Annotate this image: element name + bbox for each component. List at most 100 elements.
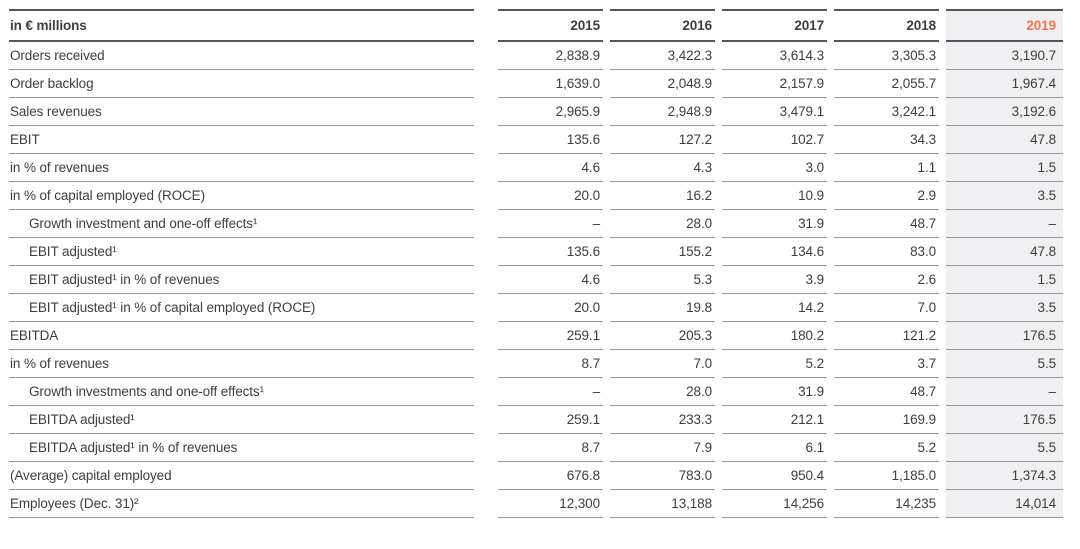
row-label: EBITDA adjusted¹	[9, 406, 474, 434]
row-label: EBIT adjusted¹ in % of capital employed …	[9, 294, 474, 322]
cell-value: 3.7	[834, 350, 939, 378]
cell-value: 48.7	[834, 378, 939, 406]
cell-value: 8.7	[498, 350, 603, 378]
cell-value: 47.8	[946, 126, 1063, 154]
table-row: EBIT adjusted¹ in % of capital employed …	[9, 294, 1063, 322]
cell-value: 3,614.3	[722, 42, 827, 70]
cell-value: 3.5	[946, 294, 1063, 322]
table-row: in % of revenues 8.7 7.0 5.2 3.7 5.5	[9, 350, 1063, 378]
cell-value: 180.2	[722, 322, 827, 350]
cell-value: 16.2	[610, 182, 715, 210]
table-row: Sales revenues 2,965.9 2,948.9 3,479.1 3,242…	[9, 98, 1063, 126]
cell-value: 83.0	[834, 238, 939, 266]
row-label: EBIT adjusted¹	[9, 238, 474, 266]
table-header-row: in € millions 2015 2016 2017 2018 2019	[9, 9, 1063, 42]
cell-value: 5.5	[946, 434, 1063, 462]
table-row: in % of capital employed (ROCE) 20.0 16.2 1…	[9, 182, 1063, 210]
table-row: Growth investments and one-off effects¹ –…	[9, 378, 1063, 406]
cell-value: 1,185.0	[834, 462, 939, 490]
cell-value: 3,422.3	[610, 42, 715, 70]
cell-value: 3,479.1	[722, 98, 827, 126]
cell-value: 135.6	[498, 238, 603, 266]
cell-value: 6.1	[722, 434, 827, 462]
cell-value: 20.0	[498, 182, 603, 210]
cell-value: 1.1	[834, 154, 939, 182]
cell-value: 14.2	[722, 294, 827, 322]
cell-value: 155.2	[610, 238, 715, 266]
cell-value: 8.7	[498, 434, 603, 462]
table-row: EBIT adjusted¹ 135.6 155.2 134.6 83.0 47.8	[9, 238, 1063, 266]
table-row: (Average) capital employed 676.8 783.0 950.…	[9, 462, 1063, 490]
cell-value: 5.2	[834, 434, 939, 462]
cell-value: 10.9	[722, 182, 827, 210]
cell-value: 2,965.9	[498, 98, 603, 126]
row-label: EBIT adjusted¹ in % of revenues	[9, 266, 474, 294]
table-row: Employees (Dec. 31)² 12,300 13,188 14,256 14…	[9, 490, 1063, 518]
cell-value: 176.5	[946, 322, 1063, 350]
cell-value: 19.8	[610, 294, 715, 322]
year-header-2017: 2017	[722, 9, 827, 42]
cell-value: –	[498, 378, 603, 406]
cell-value: 48.7	[834, 210, 939, 238]
cell-value: 102.7	[722, 126, 827, 154]
financial-table: in € millions 2015 2016 2017 2018 2019 Order…	[9, 9, 1063, 518]
unit-label: in € millions	[9, 9, 474, 42]
cell-value: 2,055.7	[834, 70, 939, 98]
cell-value: 13,188	[610, 490, 715, 518]
cell-value: 2.9	[834, 182, 939, 210]
row-label: in % of revenues	[9, 350, 474, 378]
cell-value: 7.9	[610, 434, 715, 462]
cell-value: 205.3	[610, 322, 715, 350]
cell-value: 135.6	[498, 126, 603, 154]
cell-value: 28.0	[610, 210, 715, 238]
table-row: EBIT 135.6 127.2 102.7 34.3 47.8	[9, 126, 1063, 154]
cell-value: 2,948.9	[610, 98, 715, 126]
row-label: Orders received	[9, 42, 474, 70]
row-label: Employees (Dec. 31)²	[9, 490, 474, 518]
cell-value: 7.0	[834, 294, 939, 322]
row-label: EBIT	[9, 126, 474, 154]
row-label: Growth investment and one-off effects¹	[9, 210, 474, 238]
cell-value: 950.4	[722, 462, 827, 490]
cell-value: –	[946, 378, 1063, 406]
table-row: Orders received 2,838.9 3,422.3 3,614.3 3,30…	[9, 42, 1063, 70]
cell-value: 1,639.0	[498, 70, 603, 98]
cell-value: 2.6	[834, 266, 939, 294]
cell-value: 31.9	[722, 210, 827, 238]
table-row: EBIT adjusted¹ in % of revenues 4.6 5.3 3.9…	[9, 266, 1063, 294]
cell-value: 3,305.3	[834, 42, 939, 70]
cell-value: 1,967.4	[946, 70, 1063, 98]
cell-value: 3.0	[722, 154, 827, 182]
cell-value: 212.1	[722, 406, 827, 434]
row-label: Growth investments and one-off effects¹	[9, 378, 474, 406]
row-label: EBITDA adjusted¹ in % of revenues	[9, 434, 474, 462]
cell-value: 169.9	[834, 406, 939, 434]
cell-value: 5.2	[722, 350, 827, 378]
cell-value: 1.5	[946, 266, 1063, 294]
cell-value: 4.3	[610, 154, 715, 182]
cell-value: 31.9	[722, 378, 827, 406]
cell-value: 47.8	[946, 238, 1063, 266]
year-header-2019: 2019	[946, 9, 1063, 42]
cell-value: 127.2	[610, 126, 715, 154]
year-header-2018: 2018	[834, 9, 939, 42]
row-label: EBITDA	[9, 322, 474, 350]
row-label: Order backlog	[9, 70, 474, 98]
cell-value: 121.2	[834, 322, 939, 350]
cell-value: 3.5	[946, 182, 1063, 210]
cell-value: –	[946, 210, 1063, 238]
cell-value: 259.1	[498, 322, 603, 350]
cell-value: 4.6	[498, 154, 603, 182]
row-label: in % of capital employed (ROCE)	[9, 182, 474, 210]
cell-value: 3,190.7	[946, 42, 1063, 70]
cell-value: 3.9	[722, 266, 827, 294]
cell-value: 14,256	[722, 490, 827, 518]
table-row: EBITDA adjusted¹ 259.1 233.3 212.1 169.9 176.…	[9, 406, 1063, 434]
cell-value: 1,374.3	[946, 462, 1063, 490]
cell-value: 2,048.9	[610, 70, 715, 98]
cell-value: 14,235	[834, 490, 939, 518]
cell-value: 2,157.9	[722, 70, 827, 98]
row-label: Sales revenues	[9, 98, 474, 126]
cell-value: 7.0	[610, 350, 715, 378]
